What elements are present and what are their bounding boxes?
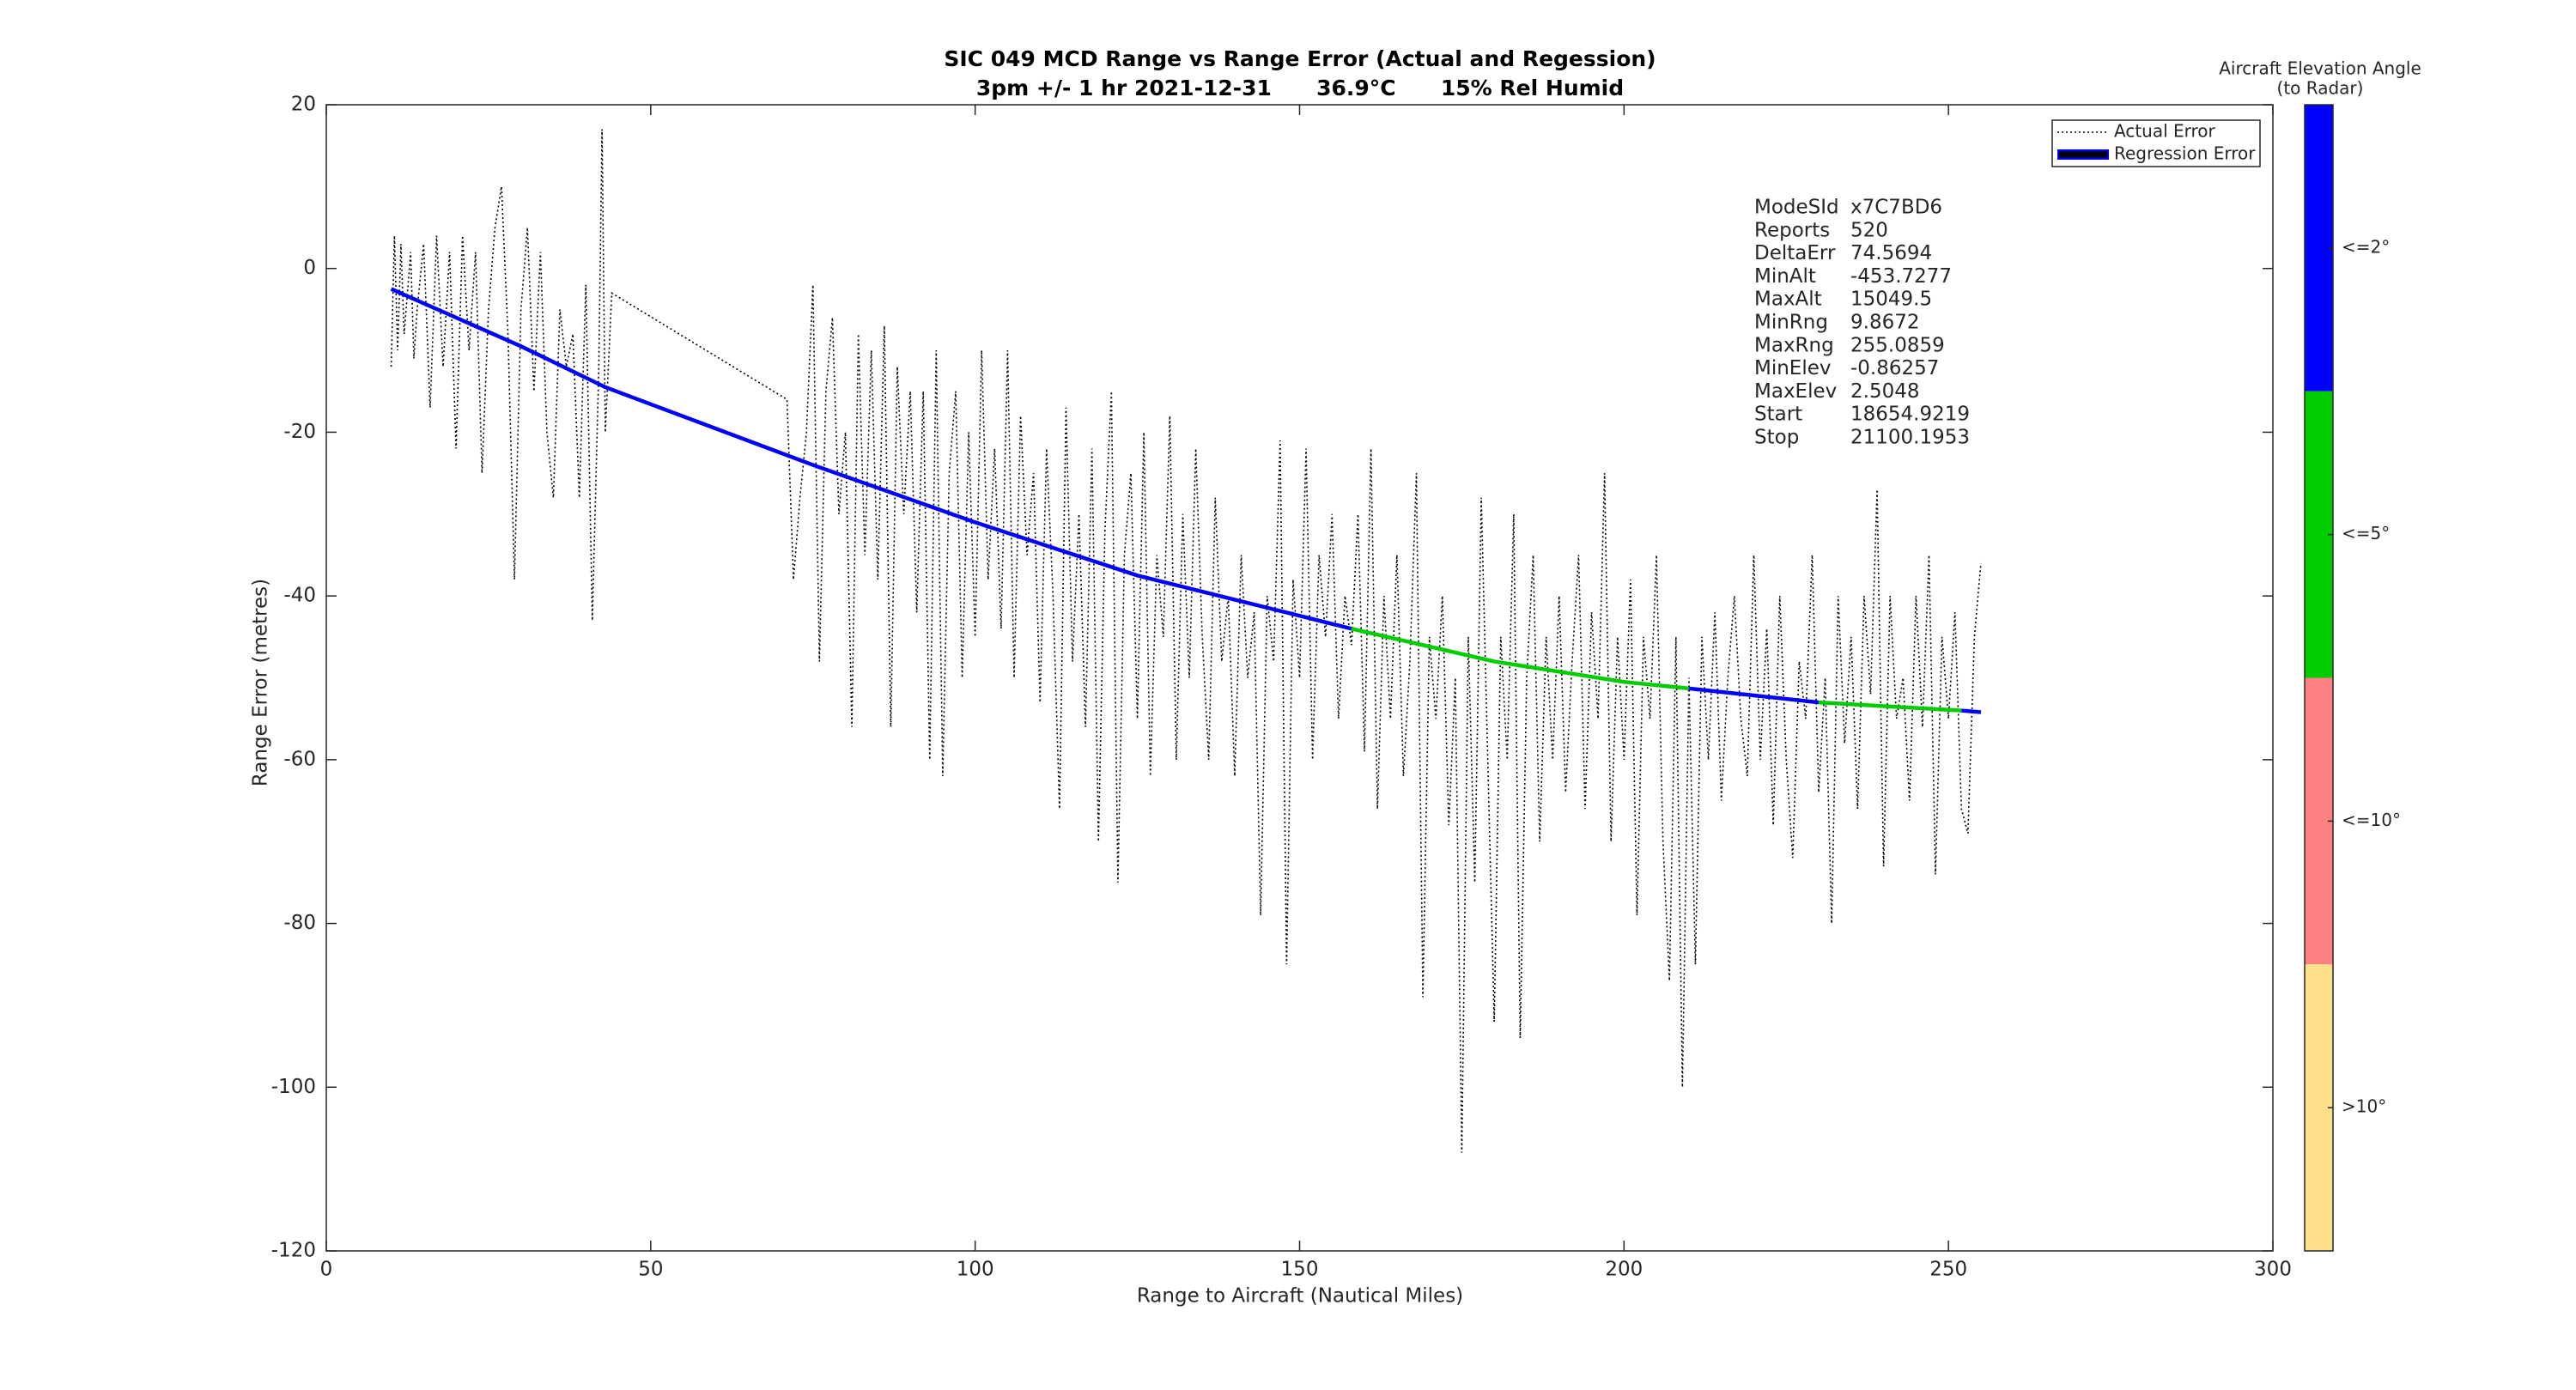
stat-value: 2.5048 (1850, 380, 1919, 403)
chart-title: SIC 049 MCD Range vs Range Error (Actual… (944, 46, 1656, 71)
colorbar-label: <=5° (2342, 523, 2390, 543)
stat-value: 255.0859 (1850, 334, 1945, 356)
y-tick-label: -60 (283, 748, 316, 770)
regression-line (1351, 627, 1690, 691)
x-tick-label: 150 (1281, 1259, 1319, 1281)
x-tick-label: 250 (1929, 1259, 1967, 1281)
y-tick-label: -120 (271, 1240, 316, 1262)
stat-label: MaxElev (1754, 380, 1837, 403)
stat-value: 15049.5 (1850, 288, 1932, 311)
colorbar-subtitle: (to Radar) (2277, 78, 2364, 99)
chart-subtitle: 3pm +/- 1 hr 2021-12-31 36.9°C 15% Rel H… (976, 76, 1624, 100)
stat-value: 21100.1953 (1850, 427, 1970, 449)
y-axis-label: Range Error (metres) (250, 579, 272, 786)
stat-label: MaxRng (1754, 334, 1834, 356)
stat-value: -0.86257 (1850, 357, 1939, 379)
y-tick-label: 0 (303, 257, 316, 279)
legend-label: Regression Error (2114, 143, 2256, 164)
stat-value: 9.8672 (1850, 312, 1919, 334)
x-tick-label: 100 (957, 1259, 994, 1281)
y-tick-label: -80 (283, 912, 316, 934)
stat-value: -453.7277 (1850, 265, 1952, 288)
stat-label: DeltaErr (1754, 242, 1836, 264)
colorbar-frame (2304, 104, 2334, 1252)
colorbar-label: >10° (2342, 1096, 2386, 1117)
colorbar-title: Aircraft Elevation Angle (2219, 58, 2421, 79)
colorbar-label: <=2° (2342, 236, 2390, 257)
x-tick-label: 200 (1605, 1259, 1643, 1281)
plot-area (325, 104, 2274, 1252)
stat-label: Reports (1754, 219, 1830, 241)
x-tick-label: 300 (2254, 1259, 2292, 1281)
regression-line (390, 287, 1352, 631)
stat-value: x7C7BD6 (1850, 197, 1942, 219)
regression-line (1688, 686, 1820, 705)
y-tick-label: -100 (271, 1076, 316, 1098)
stat-value: 74.5694 (1850, 242, 1932, 264)
stat-value: 18654.9219 (1850, 404, 1970, 426)
stat-label: MinRng (1754, 312, 1828, 334)
stat-label: Stop (1754, 427, 1799, 449)
regression-line (1961, 708, 1982, 714)
stat-label: MinAlt (1754, 265, 1816, 288)
colorbar-label: <=10° (2342, 810, 2401, 830)
stat-label: ModeSId (1754, 197, 1839, 219)
legend-box (2051, 119, 2261, 167)
x-tick-label: 50 (638, 1259, 663, 1281)
x-tick-label: 0 (320, 1259, 333, 1281)
stat-label: Start (1754, 404, 1802, 426)
legend-label: Actual Error (2114, 121, 2216, 142)
stat-value: 520 (1850, 219, 1888, 241)
actual-error-line (390, 129, 1982, 1153)
x-axis-label: Range to Aircraft (Nautical Miles) (1137, 1285, 1463, 1308)
regression-line (1818, 700, 1962, 713)
y-tick-label: -40 (283, 585, 316, 607)
stat-label: MinElev (1754, 357, 1832, 379)
y-tick-label: -20 (283, 421, 316, 443)
stat-label: MaxAlt (1754, 288, 1822, 311)
y-tick-label: 20 (291, 94, 316, 116)
